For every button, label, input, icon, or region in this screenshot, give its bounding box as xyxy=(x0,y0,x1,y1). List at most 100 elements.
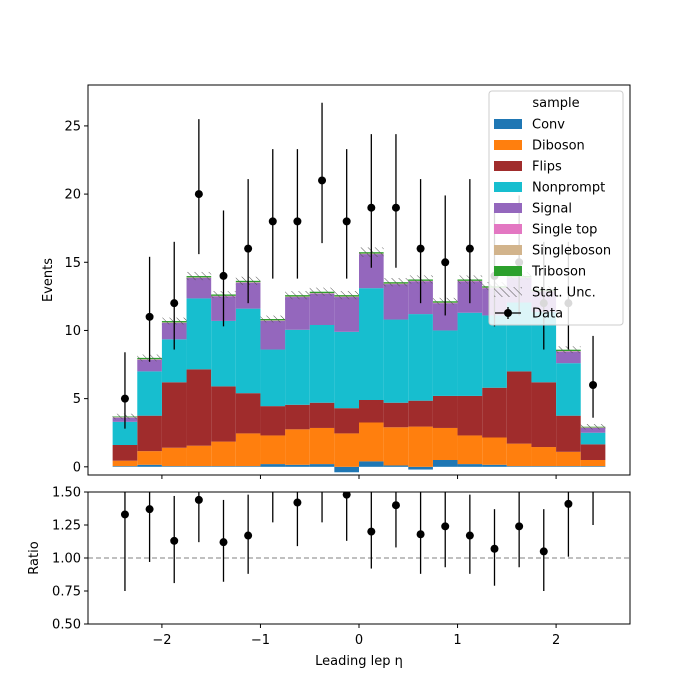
stat-unc-band xyxy=(556,346,581,354)
bar-diboson xyxy=(383,427,409,466)
bar-diboson xyxy=(137,451,162,465)
legend-swatch xyxy=(494,266,522,276)
main-y-ticks: 0 5 10 15 20 25 xyxy=(64,119,88,475)
legend-title: sample xyxy=(532,96,579,111)
bar-nonprompt xyxy=(260,349,286,407)
bar-diboson xyxy=(457,435,483,465)
y-tick-label: 10 xyxy=(64,324,81,339)
stat-unc-band xyxy=(260,315,286,323)
data-point xyxy=(465,244,474,253)
bar-flips xyxy=(260,406,286,436)
ratio-point xyxy=(120,510,129,519)
legend-item-signal: Signal xyxy=(494,202,572,217)
bar-nonprompt xyxy=(457,312,483,396)
data-point xyxy=(219,271,228,280)
bar-nonprompt xyxy=(186,298,212,370)
bar-flips xyxy=(112,445,138,461)
legend-label: Diboson xyxy=(532,139,585,154)
legend-swatch xyxy=(494,119,522,129)
main-x-ticks xyxy=(161,475,557,479)
bar-diboson xyxy=(531,447,557,467)
ratio-plot-area xyxy=(88,475,630,591)
ratio-point xyxy=(342,492,351,499)
stat-unc-band xyxy=(383,278,409,287)
stat-unc-band xyxy=(580,424,606,430)
bar-flips xyxy=(161,382,187,448)
bar-conv xyxy=(186,466,212,467)
bar-flips xyxy=(531,382,557,448)
data-point xyxy=(441,258,450,267)
legend-item-flips: Flips xyxy=(494,160,562,175)
bar-nonprompt xyxy=(580,432,606,445)
legend-swatch xyxy=(494,182,522,192)
stat-unc-band xyxy=(285,291,310,300)
bar-nonprompt xyxy=(235,308,261,394)
stat-unc-band xyxy=(309,287,335,296)
legend-swatch xyxy=(494,140,522,150)
bar-conv xyxy=(309,464,335,467)
bar-conv xyxy=(408,466,433,470)
ratio-y-ticks: 0.50 0.75 1.00 1.25 1.50 xyxy=(52,486,88,633)
bar-nonprompt xyxy=(359,288,384,400)
bar-conv xyxy=(161,466,187,467)
data-point xyxy=(342,217,351,226)
legend-item-stat-unc-: Stat. Unc. xyxy=(494,286,596,301)
bar-signal xyxy=(186,277,212,299)
bar-flips xyxy=(309,402,335,428)
bar-diboson xyxy=(359,422,384,462)
legend-item-single-top: Single top xyxy=(494,223,597,238)
bar-conv xyxy=(506,466,532,467)
bar-flips xyxy=(137,415,162,452)
legend-item-conv: Conv xyxy=(494,118,565,133)
stat-unc-band xyxy=(186,271,212,281)
ratio-point xyxy=(244,531,253,540)
legend-label: Signal xyxy=(532,202,572,217)
ratio-y-axis-label: Ratio xyxy=(27,541,42,574)
bar-conv xyxy=(482,464,507,467)
legend-item-triboson: Triboson xyxy=(494,265,586,280)
bar-diboson xyxy=(482,437,507,465)
legend-swatch xyxy=(494,287,522,297)
ratio-point xyxy=(219,538,228,547)
ratio-panel: 0.50 0.75 1.00 1.25 1.50 −2 −1 0 1 2 Ratio Leadi… xyxy=(27,475,631,669)
bar-diboson xyxy=(506,443,532,467)
y-tick-label: 20 xyxy=(64,188,81,203)
ratio-point xyxy=(145,505,154,514)
legend-label: Single top xyxy=(532,223,597,238)
bar-nonprompt xyxy=(482,315,507,388)
legend-label: Singleboson xyxy=(532,244,611,259)
legend-label: Data xyxy=(532,307,563,322)
legend-item-nonprompt: Nonprompt xyxy=(494,181,605,196)
bar-flips xyxy=(235,393,261,434)
bar-diboson xyxy=(112,460,138,467)
ratio-point xyxy=(269,481,277,489)
data-point xyxy=(120,394,129,403)
x-axis-label: Leading lep η xyxy=(315,654,403,669)
bar-conv xyxy=(137,464,162,467)
bar-conv xyxy=(580,466,606,467)
bar-flips xyxy=(506,371,532,444)
bar-signal xyxy=(309,293,335,325)
ratio-point xyxy=(318,475,326,483)
bar-signal xyxy=(556,351,581,364)
x-tick-label: 2 xyxy=(552,633,560,648)
bar-flips xyxy=(408,400,433,427)
bar-nonprompt xyxy=(408,314,433,401)
y-tick-label: 0.75 xyxy=(52,585,81,600)
bar-diboson xyxy=(285,429,310,465)
legend-label: Triboson xyxy=(531,265,586,280)
data-point xyxy=(268,217,277,226)
y-tick-label: 15 xyxy=(64,256,81,271)
legend-swatch xyxy=(494,203,522,213)
ratio-point xyxy=(293,498,302,507)
x-tick-label: 0 xyxy=(355,633,363,648)
ratio-point xyxy=(589,475,597,483)
ratio-point xyxy=(515,522,524,531)
y-tick-label: 1.25 xyxy=(52,519,81,534)
legend-swatch xyxy=(504,309,512,317)
bar-flips xyxy=(556,415,581,452)
bar-flips xyxy=(482,387,507,438)
legend-label: Nonprompt xyxy=(532,181,605,196)
bar-signal xyxy=(260,320,286,350)
